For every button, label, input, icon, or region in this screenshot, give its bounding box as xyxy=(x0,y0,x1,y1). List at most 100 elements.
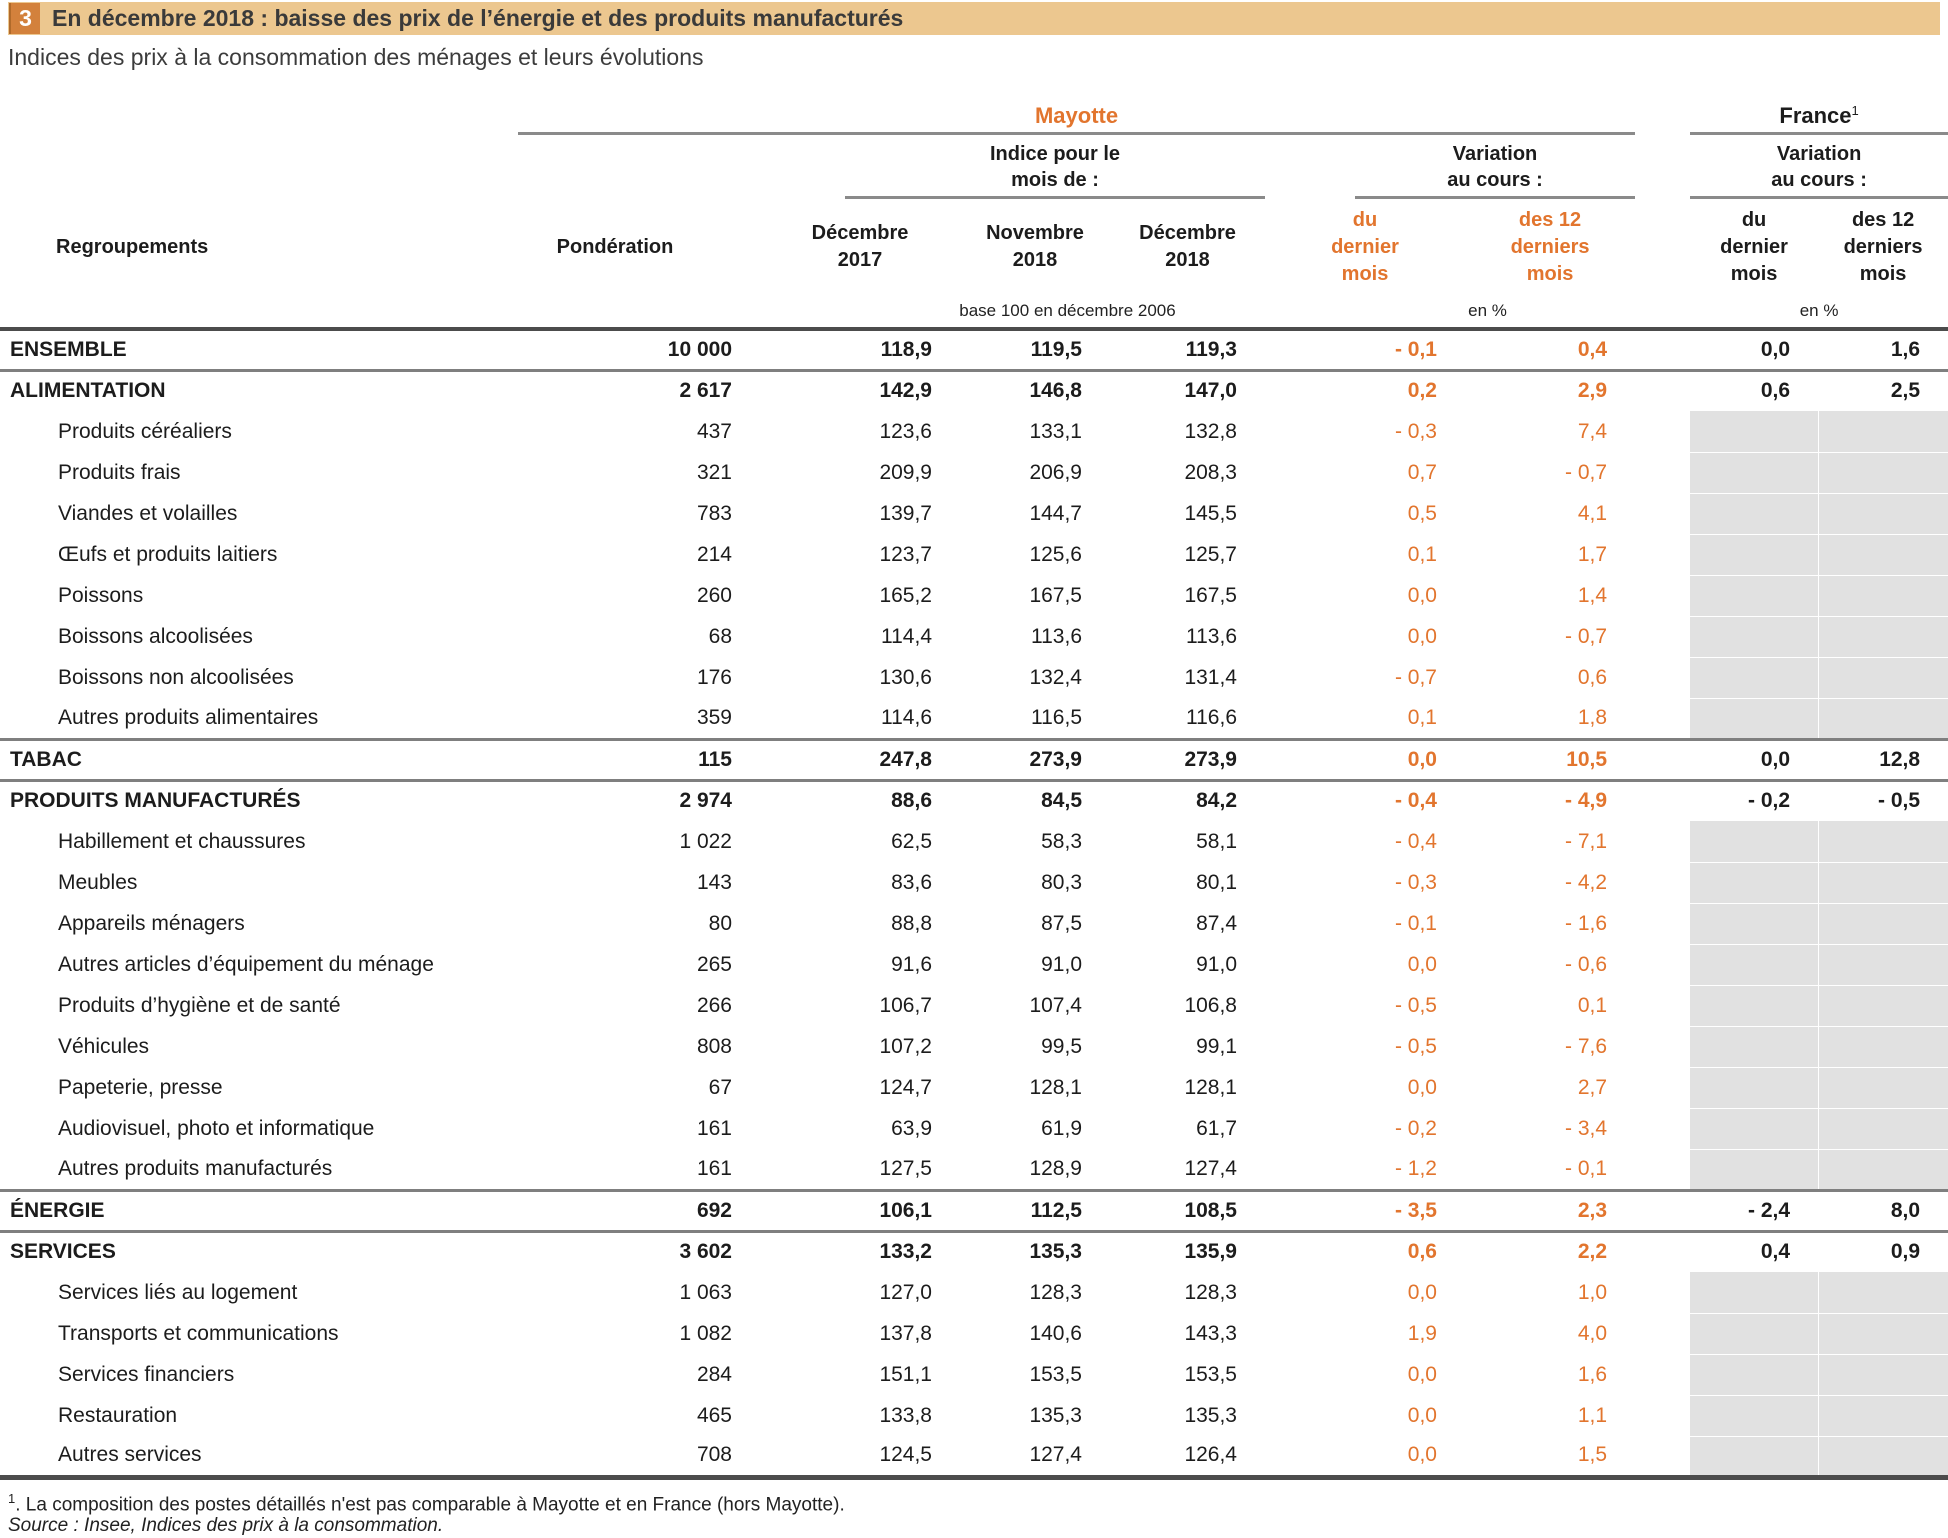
ponderation-value: 1 082 xyxy=(679,1321,732,1345)
variation-last-month-mayotte: 0,7 xyxy=(1407,460,1437,484)
index-dec-2018: 135,9 xyxy=(1184,1240,1237,1264)
variation-12-months-mayotte: 1,5 xyxy=(1465,1436,1636,1480)
variation-last-month-france xyxy=(1690,1026,1819,1068)
units-base-label: base 100 en décembre 2006 xyxy=(760,295,1265,331)
variation-header-last-month-france: du dernier mois xyxy=(1720,208,1788,285)
index-dec-2017: 83,6 xyxy=(891,870,932,894)
variation-12-months-france: 1,6 xyxy=(1818,329,1948,372)
variation-last-month-mayotte: 0,0 xyxy=(1407,1280,1437,1304)
variation-last-month-france xyxy=(1690,1313,1819,1355)
column-gap xyxy=(1635,903,1691,944)
variation-12-months-mayotte: 10,5 xyxy=(1465,739,1636,782)
index-dec-2017: 127,5 xyxy=(760,1149,960,1192)
variation-last-month-france xyxy=(1690,1436,1819,1480)
index-dec-2017: 114,4 xyxy=(881,624,932,648)
index-nov-2018: 132,4 xyxy=(1029,665,1082,689)
index-nov-2018: 80,3 xyxy=(1041,870,1082,894)
row-label: Papeterie, presse xyxy=(58,1075,223,1099)
row-label: Appareils ménagers xyxy=(58,911,245,935)
variation-12-months-mayotte: - 0,7 xyxy=(1565,624,1608,648)
column-gap xyxy=(1635,534,1691,575)
index-nov-2018: 87,5 xyxy=(1041,911,1082,935)
variation-12-months-france: 12,8 xyxy=(1818,739,1948,782)
row-label: SERVICES xyxy=(10,1240,116,1264)
variation-header-12-months-mayotte: des 12 derniers mois xyxy=(1510,208,1590,285)
column-gap xyxy=(1635,780,1691,821)
variation-last-month-mayotte: 0,1 xyxy=(1407,542,1437,566)
index-nov-2018: 125,6 xyxy=(1029,542,1082,566)
ponderation-value: 2 974 xyxy=(679,789,732,813)
index-nov-2018: 135,3 xyxy=(1029,1240,1082,1264)
row-label: Habillement et chaussures xyxy=(58,829,306,853)
table-row: Autres produits alimentaires 359 114,6 1… xyxy=(0,698,1948,741)
index-dec-2018: 208,3 xyxy=(1184,460,1237,484)
variation-12-months-mayotte: 4,1 xyxy=(1577,501,1608,525)
variation-12-months-france xyxy=(1817,1149,1948,1192)
variation-12-months-france xyxy=(1817,862,1948,904)
empty-cell xyxy=(470,295,760,331)
empty-cell xyxy=(0,295,470,331)
index-dec-2018: 167,5 xyxy=(1184,583,1237,607)
variation-12-months-france xyxy=(1817,1272,1948,1314)
variation-12-months-france: 0,9 xyxy=(1890,1240,1921,1264)
variation-12-months-france xyxy=(1817,1067,1948,1109)
index-dec-2017: 118,9 xyxy=(760,329,960,372)
variation-12-months-france xyxy=(1817,534,1948,576)
row-label: Véhicules xyxy=(58,1034,150,1058)
table-row: Audiovisuel, photo et informatique 161 6… xyxy=(0,1108,1948,1150)
row-label: Boissons non alcoolisées xyxy=(58,665,294,689)
variation-last-month-france xyxy=(1690,1395,1819,1437)
index-dec-2018: 108,5 xyxy=(1110,1190,1265,1233)
ponderation-value: 214 xyxy=(696,542,732,566)
variation-12-months-mayotte: 0,6 xyxy=(1577,665,1608,689)
column-gap xyxy=(1635,1313,1691,1354)
variation-last-month-mayotte: 0,0 xyxy=(1265,1436,1465,1480)
index-nov-2018: 113,6 xyxy=(1031,624,1082,648)
column-gap xyxy=(1635,739,1691,782)
variation-12-months-france: 2,5 xyxy=(1890,379,1921,403)
index-dec-2018: 128,3 xyxy=(1184,1280,1237,1304)
table-row: Papeterie, presse 67 124,7 128,1 128,1 0… xyxy=(0,1067,1948,1109)
index-dec-2017: 62,5 xyxy=(891,829,932,853)
index-nov-2018: 58,3 xyxy=(1041,829,1082,853)
index-dec-2018: 131,4 xyxy=(1184,665,1237,689)
table-row: TABAC 115 247,8 273,9 273,9 0,0 10,5 0,0… xyxy=(0,739,1948,782)
column-gap xyxy=(1635,329,1691,372)
variation-header-last-month-mayotte: du dernier mois xyxy=(1331,208,1399,285)
variation-last-month-mayotte: - 0,4 xyxy=(1394,789,1437,813)
index-dec-2018: 143,3 xyxy=(1184,1321,1237,1345)
mayotte-group-label: Mayotte xyxy=(1034,103,1119,128)
index-nov-2018: 128,1 xyxy=(1029,1075,1082,1099)
variation-12-months-mayotte: 1,6 xyxy=(1577,1362,1608,1386)
variation-12-months-mayotte: - 7,1 xyxy=(1565,829,1608,853)
variation-last-month-france: 0,6 xyxy=(1760,379,1791,403)
footnote-text: . La composition des postes détaillés n'… xyxy=(15,1493,845,1515)
column-gap xyxy=(1635,135,1691,199)
index-nov-2018: 107,4 xyxy=(1029,993,1082,1017)
column-gap xyxy=(1635,1395,1691,1436)
variation-last-month-france xyxy=(1690,411,1819,453)
variation-12-months-mayotte: 1,4 xyxy=(1577,583,1608,607)
variation-last-month-france xyxy=(1690,452,1819,494)
row-label: Meubles xyxy=(58,870,138,894)
row-label: Boissons alcoolisées xyxy=(58,624,253,648)
ponderation-value: 80 xyxy=(708,911,732,935)
index-dec-2018: 116,6 xyxy=(1110,698,1265,741)
table-row: Boissons alcoolisées 68 114,4 113,6 113,… xyxy=(0,616,1948,658)
index-nov-2018: 140,6 xyxy=(1029,1321,1082,1345)
index-dec-2018: 99,1 xyxy=(1196,1034,1237,1058)
variation-last-month-france xyxy=(1690,862,1819,904)
index-dec-2018: 153,5 xyxy=(1184,1362,1237,1386)
column-gap xyxy=(1635,575,1691,616)
variation-subgroup-label-mayotte: Variation au cours : xyxy=(1355,141,1636,199)
variation-12-months-mayotte: - 0,1 xyxy=(1465,1149,1636,1192)
table-row: ALIMENTATION 2 617 142,9 146,8 147,0 0,2… xyxy=(0,370,1948,411)
empty-cell xyxy=(0,89,470,135)
table-row: Services liés au logement 1 063 127,0 12… xyxy=(0,1272,1948,1314)
variation-last-month-mayotte: - 0,2 xyxy=(1394,1116,1437,1140)
index-dec-2017: 123,7 xyxy=(879,542,932,566)
table-row: Viandes et volailles 783 139,7 144,7 145… xyxy=(0,493,1948,535)
row-label: ENSEMBLE xyxy=(0,329,470,372)
index-dec-2017: 151,1 xyxy=(879,1362,932,1386)
ponderation-value: 176 xyxy=(696,665,732,689)
